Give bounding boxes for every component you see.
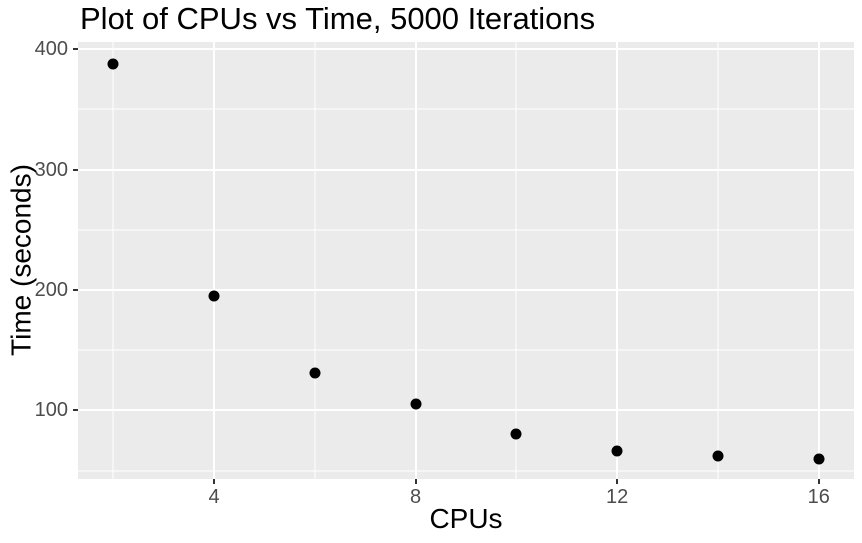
x-axis-label: CPUs — [429, 503, 503, 534]
y-tick-mark — [73, 168, 78, 171]
y-axis-label: Time (seconds) — [5, 164, 37, 356]
y-tick-label: 100 — [34, 399, 68, 422]
x-tick-mark — [616, 479, 619, 484]
y-gridline-major — [78, 168, 854, 171]
x-tick-label: 12 — [606, 486, 629, 508]
y-tick-label: 400 — [34, 38, 68, 61]
y-tick-label: 300 — [34, 158, 68, 181]
data-point — [611, 445, 623, 457]
y-gridline-minor — [78, 229, 854, 231]
x-gridline-major — [817, 42, 820, 479]
y-gridline-major — [78, 48, 854, 51]
y-gridline-minor — [78, 470, 854, 472]
x-tick-label: 8 — [410, 486, 422, 508]
x-tick-mark — [213, 479, 216, 484]
y-tick-mark — [73, 288, 78, 291]
data-point — [309, 367, 321, 379]
x-gridline-major — [414, 42, 417, 479]
x-gridline-major — [213, 42, 216, 479]
chart-title: Plot of CPUs vs Time, 5000 Iterations — [80, 1, 596, 36]
x-gridline-minor — [314, 42, 316, 479]
y-gridline-major — [78, 409, 854, 412]
data-point — [510, 428, 522, 440]
y-tick-mark — [73, 48, 78, 51]
x-tick-label: 16 — [807, 486, 830, 508]
plot-panel: 100 200 300 400 4 8 12 16 — [35, 38, 854, 508]
x-gridline-minor — [717, 42, 719, 479]
data-point — [107, 58, 119, 70]
x-gridline-major — [616, 42, 619, 479]
x-tick-label: 4 — [208, 486, 220, 508]
y-gridline-major — [78, 288, 854, 291]
data-point — [712, 450, 724, 462]
y-tick-mark — [73, 409, 78, 412]
y-tick-label: 200 — [34, 278, 68, 301]
data-point — [410, 398, 422, 410]
x-gridline-minor — [112, 42, 114, 479]
y-gridline-minor — [78, 349, 854, 351]
x-tick-mark — [817, 479, 820, 484]
y-gridline-minor — [78, 108, 854, 110]
data-point — [813, 453, 825, 465]
data-point — [208, 290, 220, 302]
x-tick-mark — [414, 479, 417, 484]
x-gridline-minor — [515, 42, 517, 479]
